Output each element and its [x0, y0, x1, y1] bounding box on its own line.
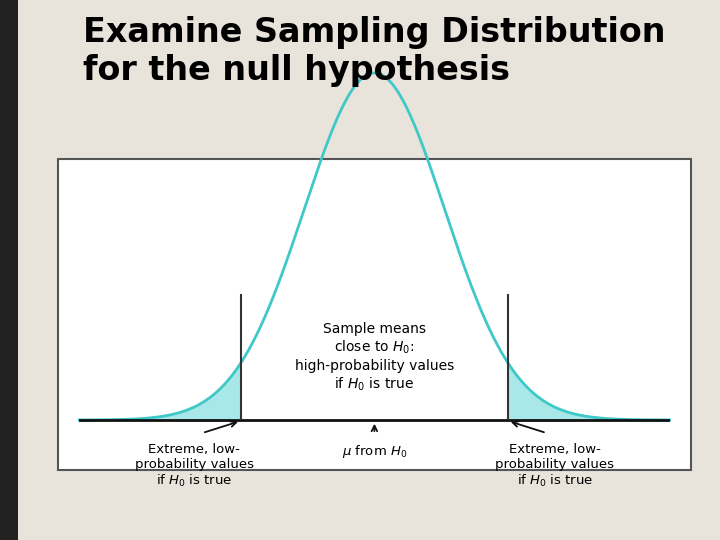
- Text: Examine Sampling Distribution
for the null hypothesis: Examine Sampling Distribution for the nu…: [83, 16, 665, 87]
- Text: Extreme, low-
probability values
if $H_0$ is true: Extreme, low- probability values if $H_0…: [495, 443, 614, 489]
- Text: Sample means
close to $H_0$:
high-probability values
if $H_0$ is true: Sample means close to $H_0$: high-probab…: [294, 322, 454, 393]
- Text: Extreme, low-
probability values
if $H_0$ is true: Extreme, low- probability values if $H_0…: [135, 443, 253, 489]
- Text: $\mu$ from $H_0$: $\mu$ from $H_0$: [342, 443, 407, 460]
